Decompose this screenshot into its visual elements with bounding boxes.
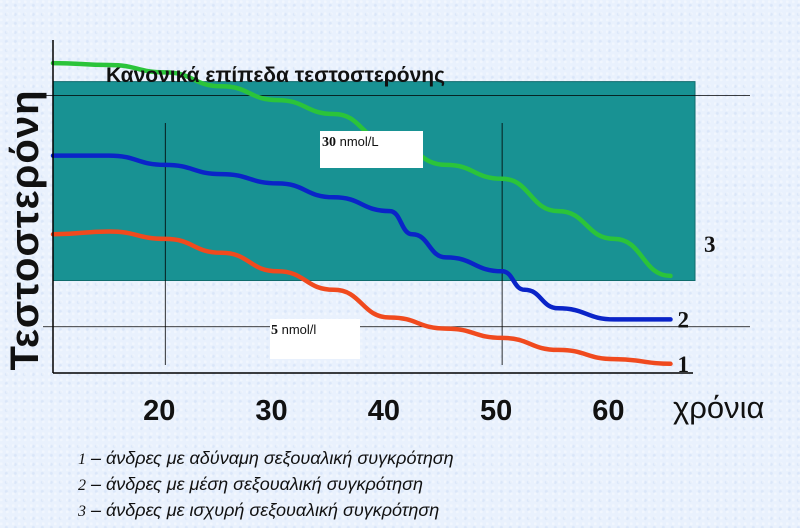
legend-text: – άνδρες με μέση σεξουαλική συγκρότηση bbox=[86, 474, 423, 494]
x-tick-label: 20 bbox=[143, 395, 175, 427]
legend-number: 3 bbox=[78, 503, 86, 520]
x-axis-unit-label: χρόνια bbox=[673, 390, 765, 425]
reference-value: 5 bbox=[271, 323, 278, 338]
legend-number: 1 bbox=[78, 451, 86, 468]
series-line-2 bbox=[50, 153, 673, 322]
legend-item-3: 3 – άνδρες με ισχυρή σεξουαλική συγκρότη… bbox=[78, 498, 454, 524]
legend-item-2: 2 – άνδρες με μέση σεξουαλική συγκρότηση bbox=[78, 472, 454, 498]
series-number-labels: 3 2 1 bbox=[678, 232, 716, 377]
x-tick-label: 30 bbox=[255, 395, 287, 427]
reference-unit: nmol/l bbox=[281, 322, 317, 337]
legend-number: 2 bbox=[78, 477, 86, 494]
series-label-3: 3 bbox=[704, 232, 716, 257]
series-label-2: 2 bbox=[678, 307, 690, 332]
y-axis-label: Τεστοστερόνη bbox=[3, 89, 47, 370]
x-tick-label: 50 bbox=[480, 395, 512, 427]
reference-label-30: 30 nmol/L bbox=[320, 131, 423, 168]
x-tick-label: 60 bbox=[592, 395, 624, 427]
reference-unit: nmol/L bbox=[339, 134, 379, 149]
series-line-1 bbox=[50, 229, 673, 367]
legend: 1 – άνδρες με αδύναμη σεξουαλική συγκρότ… bbox=[78, 446, 454, 524]
normal-range-band bbox=[52, 81, 696, 281]
legend-text: – άνδρες με αδύναμη σεξουαλική συγκρότησ… bbox=[86, 448, 454, 468]
series-label-1: 1 bbox=[678, 352, 690, 377]
legend-text: – άνδρες με ισχυρή σεξουαλική συγκρότηση bbox=[86, 500, 440, 520]
reference-value: 30 bbox=[322, 135, 336, 150]
x-tick-labels: 20 30 40 50 60 bbox=[143, 395, 624, 427]
legend-item-1: 1 – άνδρες με αδύναμη σεξουαλική συγκρότ… bbox=[78, 446, 454, 472]
x-tick-label: 40 bbox=[368, 395, 400, 427]
chart-title: Κανονικά επίπεδα τεστοστερόνης bbox=[106, 64, 445, 87]
reference-label-5: 5 nmol/l bbox=[270, 319, 360, 359]
